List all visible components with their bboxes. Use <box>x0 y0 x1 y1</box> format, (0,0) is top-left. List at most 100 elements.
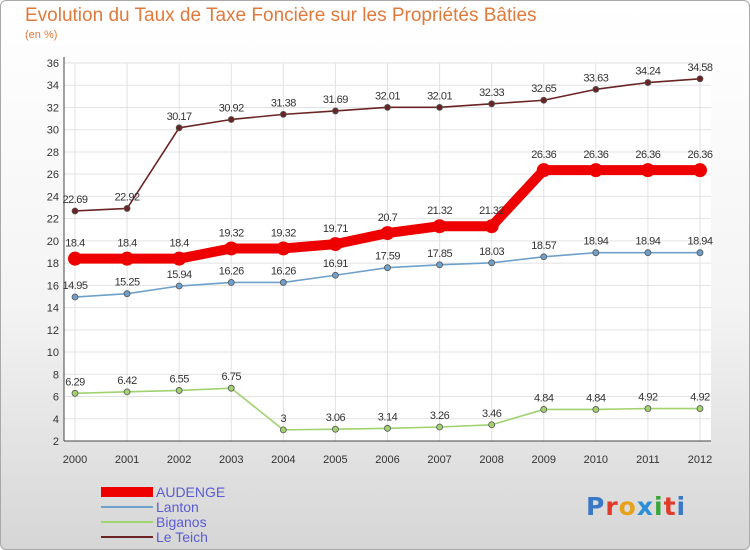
data-point-audenge <box>693 163 707 178</box>
legend-label-le-teich: Le Teich <box>156 529 208 545</box>
data-label-biganos: 3 <box>281 413 287 425</box>
data-label-audenge: 21.32 <box>479 205 504 217</box>
y-tick-label: 18 <box>47 258 59 270</box>
data-label-le-teich: 30.92 <box>219 102 244 114</box>
data-point-biganos <box>644 405 652 412</box>
y-tick-label: 10 <box>47 347 59 359</box>
data-label-lanton: 16.26 <box>219 265 244 277</box>
x-tick-label: 2001 <box>115 454 139 466</box>
data-label-lanton: 16.91 <box>323 258 348 270</box>
data-point-biganos <box>540 406 548 413</box>
logo-letter: P <box>586 492 606 521</box>
data-point-audenge <box>68 251 82 266</box>
data-point-biganos <box>71 389 79 397</box>
y-tick-label: 24 <box>47 191 59 203</box>
data-label-lanton: 18.03 <box>479 246 504 258</box>
y-tick-label: 34 <box>47 80 59 92</box>
data-label-audenge: 19.32 <box>219 227 244 239</box>
data-label-le-teich: 31.38 <box>271 97 296 109</box>
x-tick-label: 2005 <box>323 454 347 466</box>
data-point-audenge <box>640 163 655 178</box>
data-label-audenge: 21.32 <box>427 205 452 217</box>
data-point-biganos <box>332 425 339 433</box>
data-point-le-teich <box>436 103 443 111</box>
legend-swatch-audenge <box>101 487 153 497</box>
data-label-biganos: 6.42 <box>117 375 137 387</box>
data-label-le-teich: 31.69 <box>323 94 348 106</box>
x-tick-label: 2003 <box>219 454 243 466</box>
data-point-le-teich <box>384 103 391 111</box>
data-point-le-teich <box>592 85 600 93</box>
logo-letter: t <box>663 492 677 521</box>
y-tick-label: 32 <box>47 102 59 114</box>
y-tick-label: 20 <box>47 236 59 248</box>
data-label-lanton: 18.94 <box>583 236 608 248</box>
legend-swatch-le-teich <box>101 536 153 538</box>
legend-swatch-biganos <box>101 521 153 523</box>
data-label-le-teich: 33.63 <box>583 72 608 84</box>
data-label-audenge: 26.36 <box>531 149 556 161</box>
data-point-biganos <box>592 406 600 413</box>
data-label-lanton: 17.85 <box>427 248 452 260</box>
data-point-lanton <box>436 261 443 269</box>
chart-subtitle: (en %) <box>25 29 58 41</box>
chart-title: Evolution du Taux de Taxe Foncière sur l… <box>25 5 537 26</box>
y-tick-label: 16 <box>47 280 59 292</box>
logo-letter: r <box>605 492 619 521</box>
data-point-le-teich <box>540 96 548 104</box>
data-point-biganos <box>384 424 391 432</box>
data-label-audenge: 26.36 <box>583 149 608 161</box>
data-label-biganos: 6.55 <box>169 373 189 385</box>
y-tick-label: 4 <box>53 414 59 426</box>
data-label-biganos: 3.46 <box>482 408 502 420</box>
y-tick-label: 8 <box>53 369 59 381</box>
x-tick-label: 2010 <box>584 454 608 466</box>
data-point-biganos <box>436 423 443 431</box>
data-label-audenge: 20.7 <box>378 212 398 224</box>
data-label-audenge: 18.4 <box>169 238 189 250</box>
data-point-lanton <box>644 249 652 257</box>
data-point-le-teich <box>332 107 339 115</box>
data-label-le-teich: 32.01 <box>427 90 452 102</box>
x-tick-label: 2012 <box>688 454 712 466</box>
y-tick-label: 22 <box>47 214 59 226</box>
legend-label-audenge: AUDENGE <box>156 484 226 500</box>
data-point-audenge <box>328 237 343 252</box>
data-point-biganos <box>696 405 704 412</box>
data-label-biganos: 4.84 <box>586 392 606 404</box>
data-point-lanton <box>279 279 287 286</box>
data-label-le-teich: 34.24 <box>635 66 660 78</box>
data-label-lanton: 16.26 <box>271 265 296 277</box>
data-label-biganos: 4.92 <box>690 392 710 404</box>
legend-swatch-lanton <box>101 506 153 508</box>
data-label-le-teich: 32.01 <box>375 90 400 102</box>
data-label-audenge: 19.32 <box>271 227 296 239</box>
data-label-lanton: 15.25 <box>115 277 140 289</box>
data-point-lanton <box>175 282 183 290</box>
y-tick-label: 12 <box>47 325 59 337</box>
x-tick-label: 2007 <box>427 454 451 466</box>
data-point-audenge <box>224 241 239 256</box>
x-tick-label: 2008 <box>479 454 503 466</box>
data-point-le-teich <box>644 79 652 86</box>
data-point-le-teich <box>71 207 79 215</box>
y-tick-label: 30 <box>47 125 59 137</box>
x-tick-label: 2004 <box>271 454 295 466</box>
x-tick-label: 2009 <box>532 454 556 466</box>
x-tick-label: 2002 <box>167 454 191 466</box>
data-point-lanton <box>384 264 391 272</box>
data-label-lanton: 17.59 <box>375 251 400 263</box>
data-label-audenge: 18.4 <box>117 238 137 250</box>
data-point-audenge <box>172 251 187 266</box>
logo-letter: o <box>618 492 637 521</box>
data-point-lanton <box>332 271 339 279</box>
data-point-biganos <box>227 384 235 392</box>
data-label-lanton: 18.94 <box>687 236 712 248</box>
data-point-le-teich <box>696 75 704 83</box>
y-tick-label: 36 <box>47 58 59 70</box>
data-point-audenge <box>276 241 291 256</box>
data-label-le-teich: 34.58 <box>687 62 712 74</box>
data-label-lanton: 18.57 <box>531 240 556 252</box>
logo-letter: i <box>654 492 664 521</box>
